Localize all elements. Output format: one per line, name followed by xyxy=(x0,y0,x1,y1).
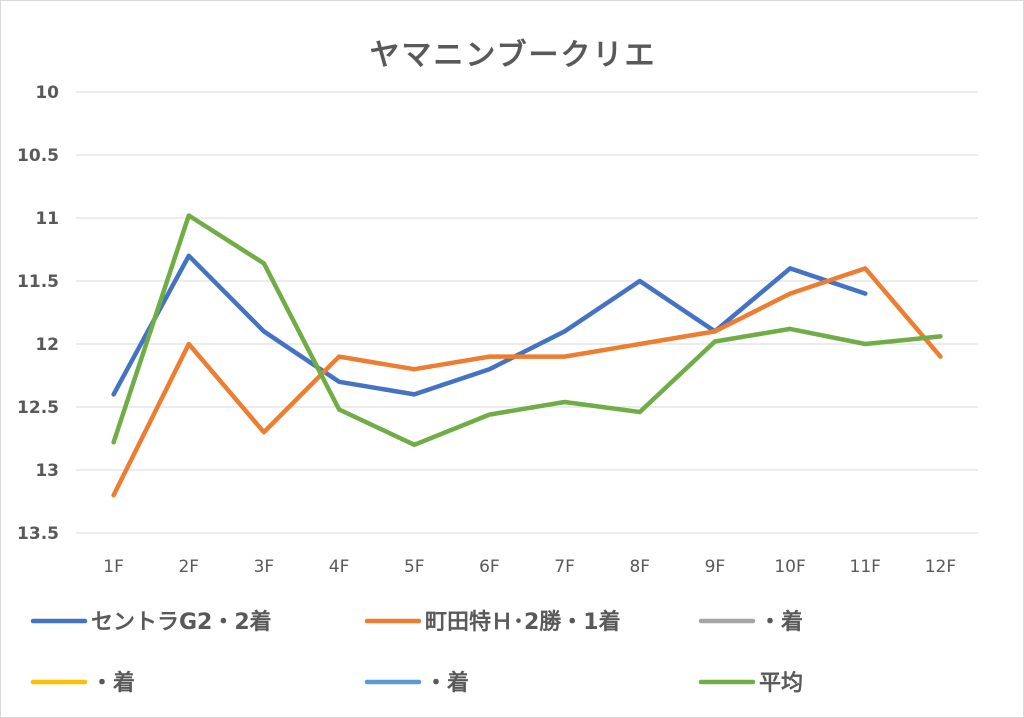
x-tick-label: 2F xyxy=(178,557,199,577)
series-line-2 xyxy=(111,266,943,498)
y-tick-label: 11.5 xyxy=(17,272,59,292)
x-tick-label: 11F xyxy=(850,557,881,577)
y-tick-label: 13 xyxy=(35,461,59,481)
legend-label: 平均 xyxy=(759,670,803,696)
y-tick-label: 13.5 xyxy=(17,524,59,544)
chart-title: ヤマニンブークリエ xyxy=(369,38,656,73)
legend-label: ・着 xyxy=(425,670,469,696)
legend-label: ・着 xyxy=(91,670,135,696)
x-tick-label: 6F xyxy=(479,557,500,577)
y-tick-label: 11 xyxy=(35,209,59,229)
y-tick-label: 10.5 xyxy=(17,146,59,166)
y-axis-labels: 10 10.5 11 11.5 12 12.5 13 13.5 xyxy=(17,83,59,544)
series-line-6 xyxy=(111,213,943,448)
gridlines xyxy=(76,91,978,534)
x-tick-label: 9F xyxy=(705,557,726,577)
x-tick-label: 10F xyxy=(774,557,805,577)
y-tick-label: 12.5 xyxy=(17,398,59,418)
x-tick-label: 12F xyxy=(925,557,956,577)
legend-label: 町田特Ｈ･2勝・1着 xyxy=(425,609,621,635)
x-axis-labels: 1F 2F 3F 4F 5F 6F 7F 8F 9F 10F 11F 12F xyxy=(103,557,956,577)
legend: セントラG2・2着 町田特Ｈ･2勝・1着 ・着・着 ・着 平均 xyxy=(30,609,803,696)
x-tick-label: 3F xyxy=(254,557,275,577)
y-tick-label: 12 xyxy=(35,335,59,355)
legend-label: ・着 xyxy=(759,609,803,635)
legend-label: セントラG2・2着 xyxy=(91,609,272,635)
y-tick-label: 10 xyxy=(35,83,59,103)
x-tick-label: 8F xyxy=(629,557,650,577)
x-tick-label: 4F xyxy=(329,557,350,577)
series-line-1 xyxy=(111,253,868,397)
x-tick-label: 7F xyxy=(554,557,575,577)
x-tick-label: 5F xyxy=(404,557,425,577)
x-tick-label: 1F xyxy=(103,557,124,577)
series-lines xyxy=(111,213,943,498)
